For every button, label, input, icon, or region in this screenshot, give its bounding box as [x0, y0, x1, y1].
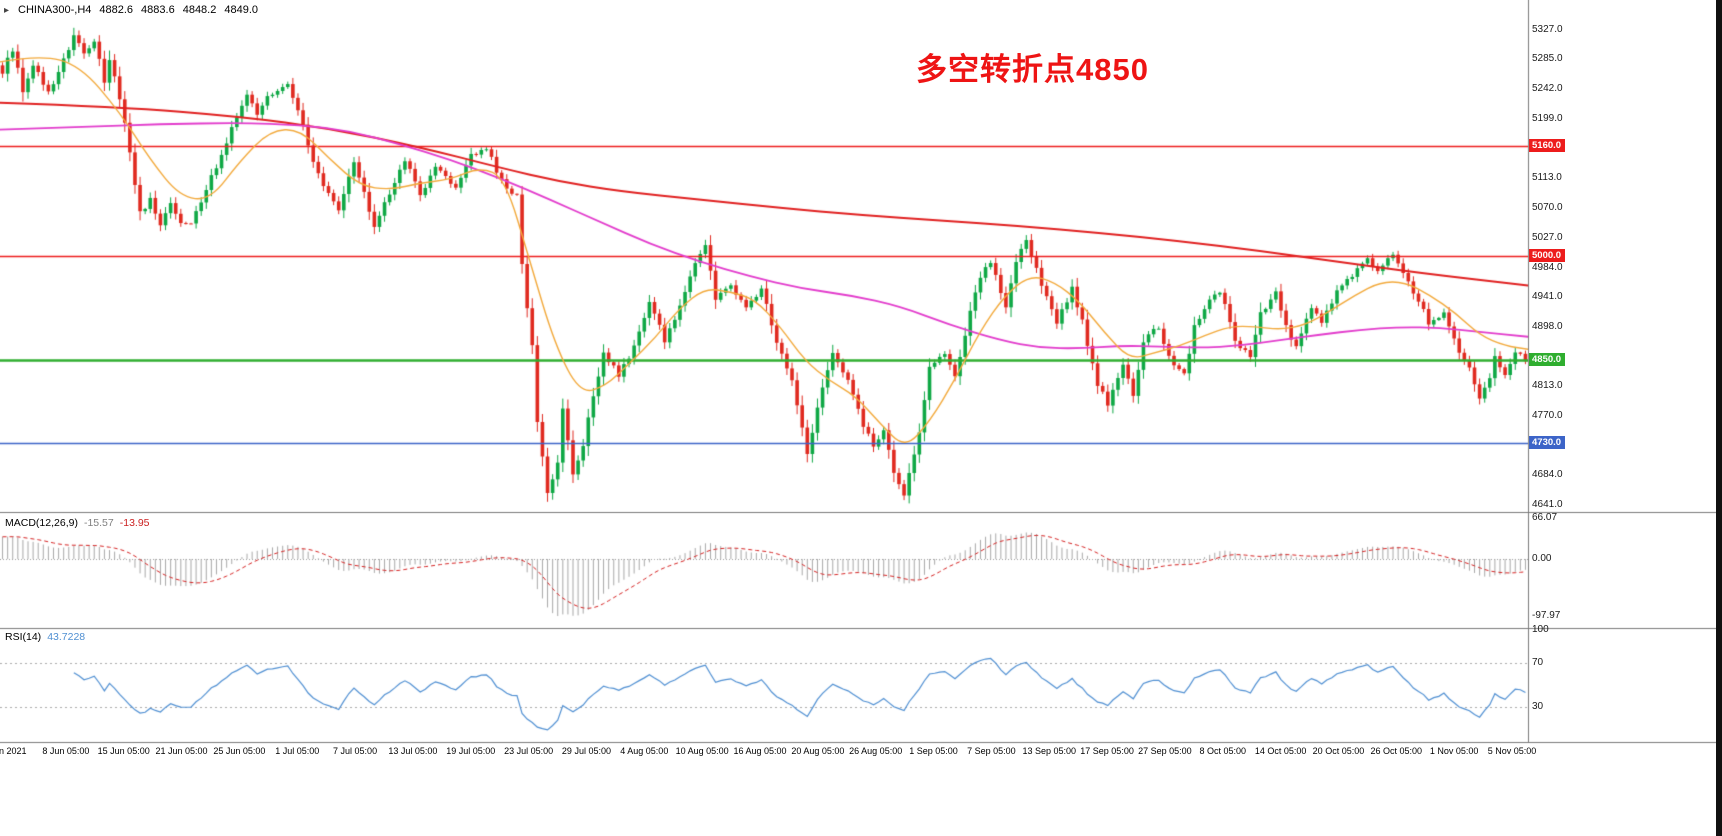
price-axis-label: 4984.0	[1532, 261, 1563, 273]
time-axis-label: 19 Jul 05:00	[446, 746, 496, 756]
price-axis-label: 5199.0	[1532, 112, 1563, 124]
rsi-scale-label: 100	[1532, 624, 1549, 635]
time-axis-label: 20 Aug 05:00	[791, 746, 845, 756]
price-axis-label: 5113.0	[1532, 172, 1562, 184]
time-axis-label: 21 Jun 05:00	[155, 746, 208, 756]
price-axis-label: 5242.0	[1532, 82, 1563, 94]
price-line-badge: 5000.0	[1529, 249, 1566, 263]
price-line-badge: 4850.0	[1529, 353, 1566, 367]
symbol-title: CHINA300-,H4	[18, 4, 92, 16]
price-line-badge: 5160.0	[1529, 138, 1566, 152]
time-axis-label: 16 Aug 05:00	[733, 746, 787, 756]
time-axis-label: 26 Oct 05:00	[1370, 746, 1423, 756]
time-axis-label: 26 Aug 05:00	[849, 746, 903, 756]
price-axis-label: 4770.0	[1532, 409, 1563, 421]
price-axis-label: 5285.0	[1532, 53, 1563, 65]
time-axis-label: 1 Nov 05:00	[1429, 746, 1479, 756]
ohlc-high: 4883.6	[141, 4, 175, 16]
symbol-header: ▸ CHINA300-,H4 4882.6 4883.6 4848.2 4849…	[4, 4, 258, 16]
time-axis-label: 1 Jul 05:00	[275, 746, 320, 756]
time-axis-label: Jun 2021	[0, 746, 27, 756]
price-axis-label: 5070.0	[1532, 201, 1563, 213]
rsi-scale-label: 70	[1532, 657, 1544, 668]
rsi-indicator-label: RSI(14) 43.7228	[5, 631, 85, 643]
price-axis-label: 4898.0	[1532, 321, 1563, 333]
macd-scale-label: 0.00	[1532, 553, 1552, 564]
price-axis-label: 4941.0	[1532, 291, 1563, 303]
time-axis-label: 14 Oct 05:00	[1254, 746, 1307, 756]
price-axis-label: 4684.0	[1532, 469, 1563, 481]
price-axis-label: 4641.0	[1532, 499, 1563, 510]
time-axis-label: 15 Jun 05:00	[97, 746, 150, 756]
time-axis-label: 13 Jul 05:00	[388, 746, 438, 756]
macd-indicator-label: MACD(12,26,9) -15.57 -13.95	[5, 517, 150, 529]
time-axis-label: 13 Sep 05:00	[1022, 746, 1076, 756]
macd-scale-label: 66.07	[1532, 512, 1558, 523]
rsi-scale-label: 30	[1532, 701, 1544, 712]
time-axis-label: 20 Oct 05:00	[1312, 746, 1365, 756]
time-axis-label: 8 Oct 05:00	[1199, 746, 1247, 756]
macd-main-value: -15.57	[83, 517, 114, 529]
time-axis-label: 1 Sep 05:00	[909, 746, 958, 756]
ohlc-low: 4848.2	[182, 4, 217, 16]
rsi-name: RSI(14)	[5, 631, 42, 643]
time-axis-label: 8 Jun 05:00	[42, 746, 90, 756]
time-axis-label: 10 Aug 05:00	[675, 746, 729, 756]
macd-signal-value: -13.95	[119, 517, 150, 529]
ohlc-open: 4882.6	[99, 4, 134, 16]
time-axis-label: 29 Jul 05:00	[561, 746, 611, 756]
time-axis-label: 7 Sep 05:00	[967, 746, 1016, 756]
price-axis-label: 4813.0	[1532, 379, 1563, 391]
price-axis-label: 5327.0	[1532, 24, 1563, 35]
price-line-badge: 4730.0	[1529, 436, 1566, 450]
ohlc-close: 4849.0	[224, 4, 259, 16]
one-click-trading-toggle-icon[interactable]: ▸	[4, 4, 10, 16]
time-axis-label: 17 Sep 05:00	[1080, 746, 1134, 756]
window-edge	[1716, 0, 1722, 836]
time-axis-label: 27 Sep 05:00	[1138, 746, 1192, 756]
price-axis-label: 5027.0	[1532, 231, 1563, 243]
time-axis-label: 4 Aug 05:00	[620, 746, 669, 756]
macd-scale-label: -97.97	[1532, 610, 1561, 621]
time-axis-label: 25 Jun 05:00	[213, 746, 266, 756]
time-axis-label: 23 Jul 05:00	[504, 746, 554, 756]
annotation-text: 多空转折点4850	[916, 52, 1149, 87]
time-axis-label: 7 Jul 05:00	[333, 746, 378, 756]
time-axis-label: 5 Nov 05:00	[1487, 746, 1537, 756]
macd-name: MACD(12,26,9)	[5, 517, 78, 529]
rsi-value: 43.7228	[47, 631, 86, 643]
